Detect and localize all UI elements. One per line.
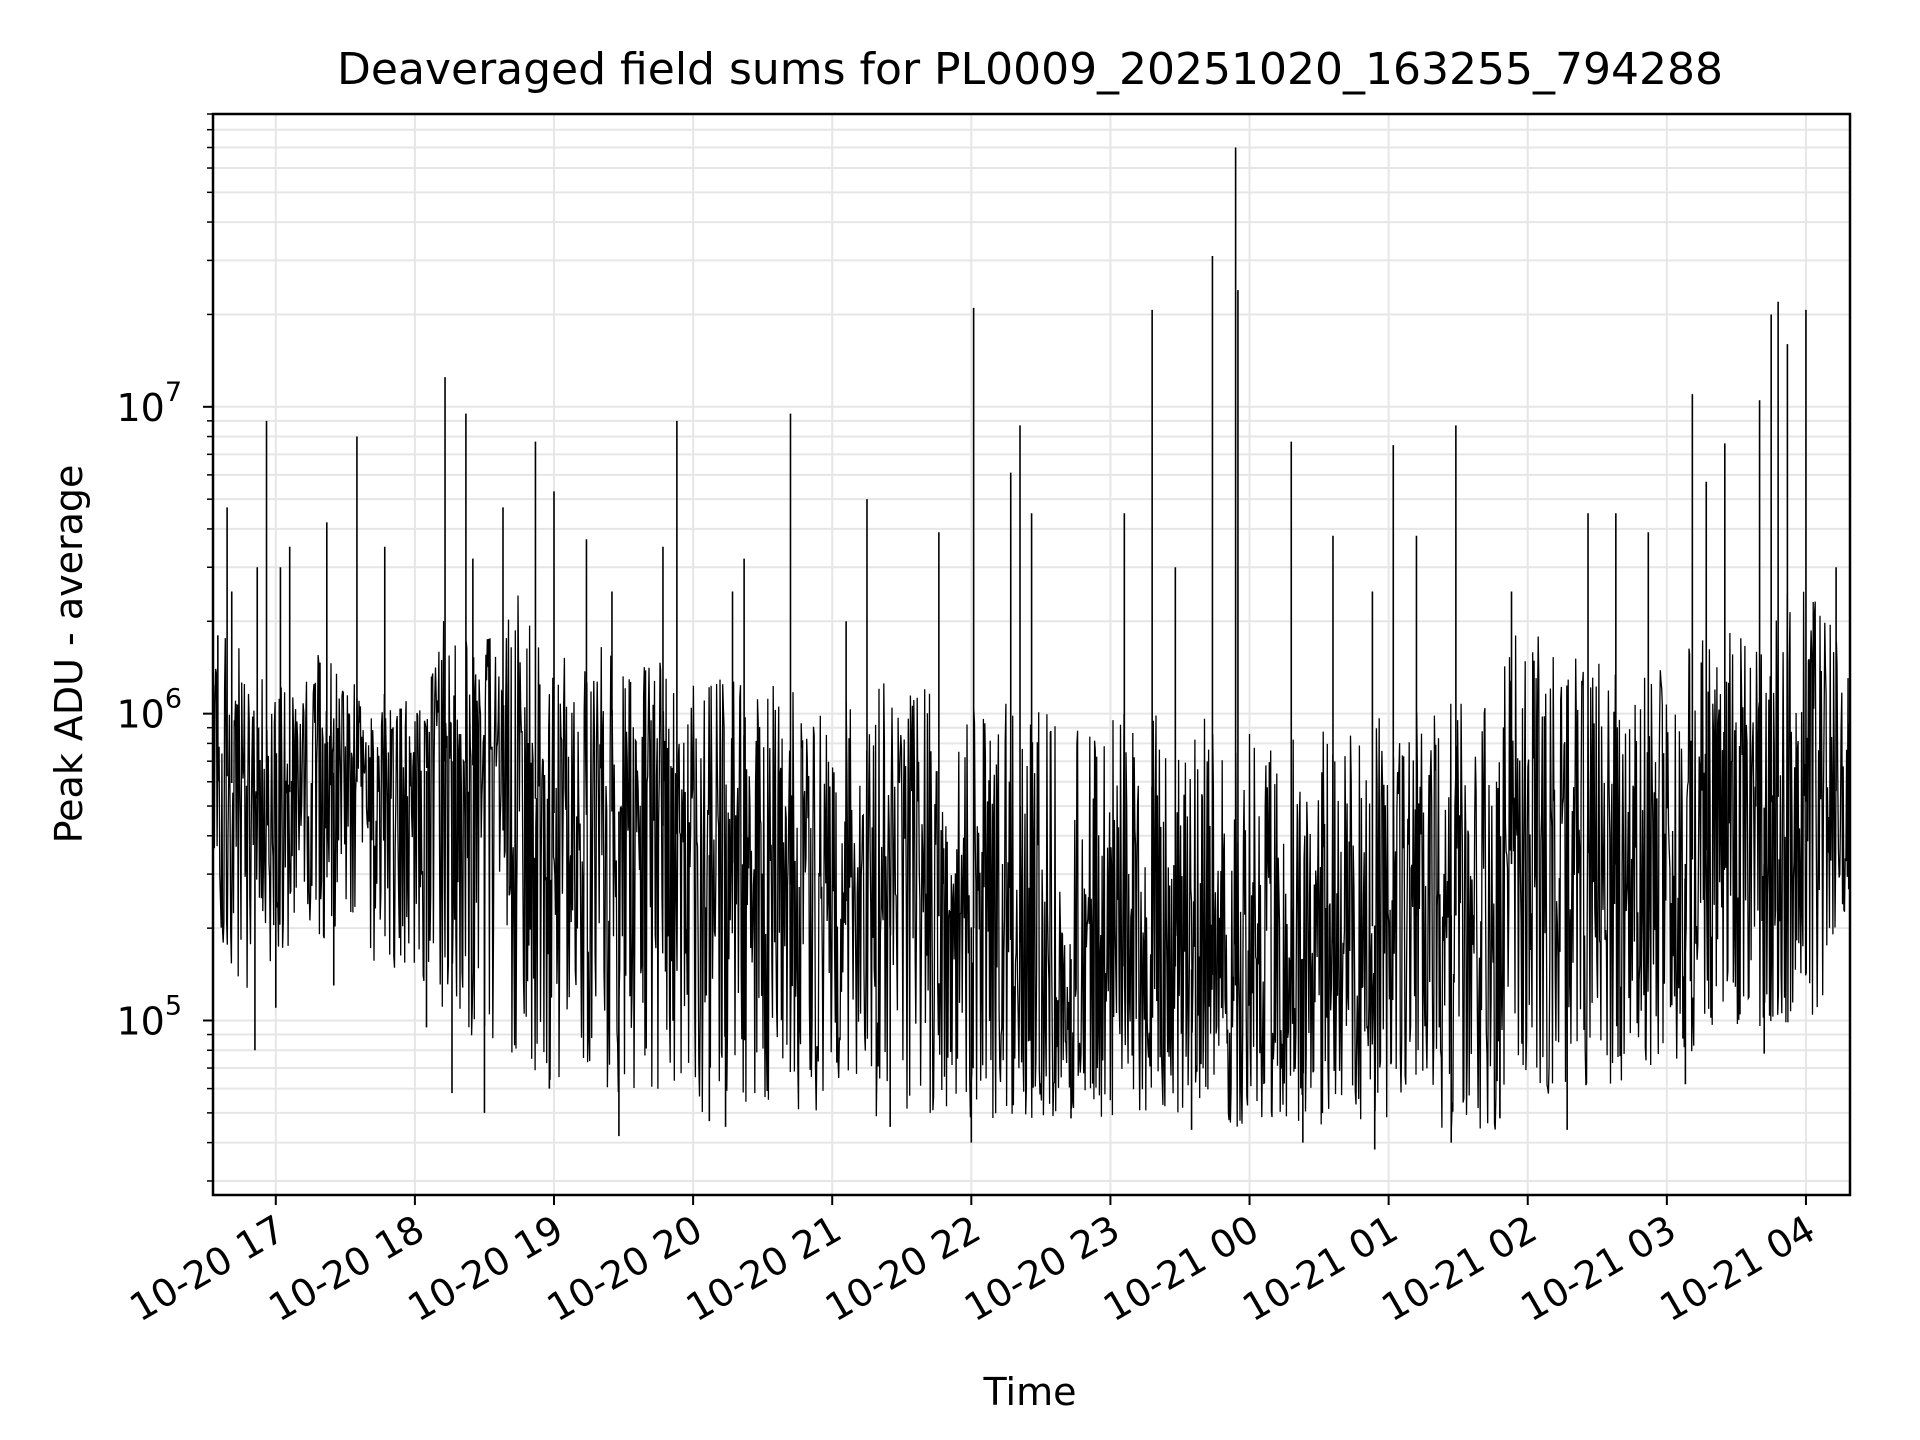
series-line [212,591,1851,1130]
plot-frame [211,112,1852,1197]
y-tick-label: 105 [116,991,182,1044]
x-axis-label: Time [983,1370,1077,1414]
y-tick-exponent: 5 [165,991,182,1022]
y-tick-exponent: 7 [165,377,182,408]
y-tick-mantissa: 10 [116,386,164,430]
y-axis-label: Peak ADU - average [47,465,91,844]
series-layer [212,147,1851,1150]
y-tick-exponent: 6 [165,684,182,715]
y-tick-label: 106 [116,684,182,737]
chart-title: Deaveraged field sums for PL0009_2025102… [337,44,1723,95]
y-tick-mantissa: 10 [116,1000,164,1044]
plot-area [211,112,1852,1197]
y-tick-label: 107 [116,377,182,430]
y-tick-mantissa: 10 [116,693,164,737]
